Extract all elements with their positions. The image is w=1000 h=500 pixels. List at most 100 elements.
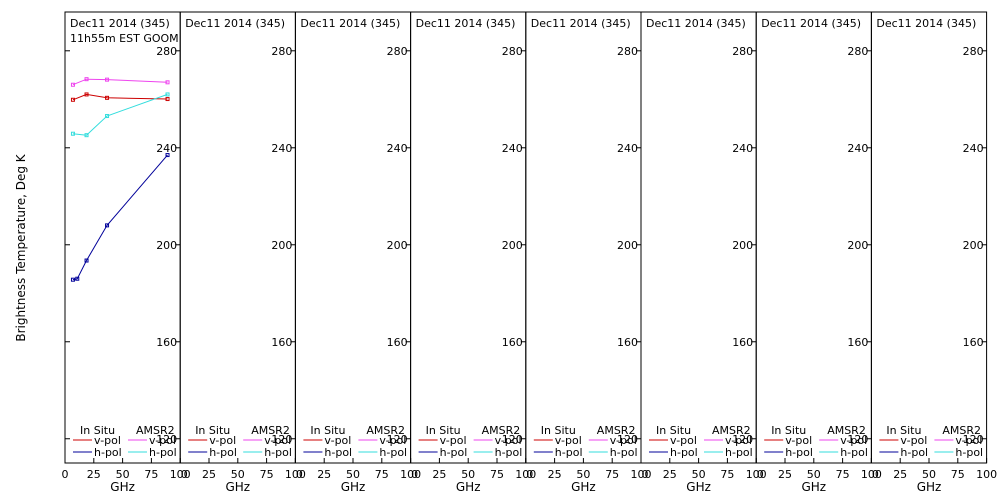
legend-insitu-header: In Situ	[80, 424, 115, 437]
x-tick-label: 75	[951, 468, 965, 481]
y-tick-label: 240	[502, 142, 523, 155]
x-tick-label: 50	[231, 468, 245, 481]
x-tick-label: 50	[807, 468, 821, 481]
x-tick-label: 25	[663, 468, 677, 481]
data-point	[84, 133, 89, 138]
y-axis-label: Brightness Temperature, Deg K	[14, 153, 28, 341]
data-point	[165, 153, 170, 158]
x-tick-label: 100	[631, 468, 652, 481]
legend-label-amsr2-v: v-pol	[725, 434, 752, 447]
x-axis-label: GHz	[110, 480, 135, 494]
panel-7: Dec11 2014 (345) 120 160 200 240 280 0 25 50 75 10…	[755, 11, 882, 494]
x-tick-label: 100	[400, 468, 421, 481]
y-tick-label: 200	[156, 239, 177, 252]
legend-insitu-header: In Situ	[195, 424, 230, 437]
data-point	[75, 276, 80, 281]
panel-frame	[410, 11, 527, 464]
legend-label-insitu-v: v-pol	[324, 434, 351, 447]
legend-insitu-header: In Situ	[771, 424, 806, 437]
panel-title: Dec11 2014 (345)	[185, 17, 285, 30]
series-insitu-v	[70, 92, 170, 102]
y-tick-label: 200	[732, 239, 753, 252]
x-tick-label: 75	[260, 468, 274, 481]
legend-label-insitu-h: h-pol	[94, 446, 122, 459]
y-tick-label: 240	[847, 142, 868, 155]
panel-title: Dec11 2014 (345)	[416, 17, 516, 30]
legend-label-amsr2-v: v-pol	[840, 434, 867, 447]
y-tick-label: 280	[502, 45, 523, 58]
y-tick-label: 160	[387, 336, 408, 349]
x-axis-label: GHz	[456, 480, 481, 494]
x-tick-label: 75	[144, 468, 158, 481]
legend-label-amsr2-h: h-pol	[149, 446, 177, 459]
x-tick-label: 50	[461, 468, 475, 481]
panel-frame	[294, 11, 412, 464]
panel-frame	[179, 11, 296, 464]
x-tick-label: 50	[576, 468, 590, 481]
panel-title: Dec11 2014 (345)	[646, 17, 746, 30]
y-tick-label: 240	[732, 142, 753, 155]
legend-label-insitu-v: v-pol	[440, 434, 467, 447]
legend-insitu-header: In Situ	[310, 424, 345, 437]
legend-label-insitu-v: v-pol	[555, 434, 582, 447]
legend-amsr2-header: AMSR2	[942, 424, 981, 437]
series-line	[72, 78, 168, 86]
x-tick-label: 50	[346, 468, 360, 481]
panel-1: Dec11 2014 (345) 11h55m EST GOOM 120 160 200…	[62, 11, 191, 494]
data-point	[105, 223, 110, 228]
x-tick-label: 50	[116, 468, 130, 481]
x-tick-label: 75	[605, 468, 619, 481]
x-tick-label: 25	[778, 468, 792, 481]
legend-amsr2-header: AMSR2	[482, 424, 521, 437]
y-tick-label: 280	[617, 45, 638, 58]
x-tick-label: 25	[548, 468, 562, 481]
panel-5: Dec11 2014 (345) 120 160 200 240 280 0 25 50 75 10…	[525, 11, 652, 494]
x-tick-label: 75	[490, 468, 504, 481]
legend-label-insitu-h: h-pol	[209, 446, 237, 459]
data-point	[105, 77, 110, 82]
x-axis-label: GHz	[801, 480, 826, 494]
y-tick-label: 200	[847, 239, 868, 252]
x-tick-label: 0	[757, 468, 764, 481]
legend-label-amsr2-h: h-pol	[495, 446, 523, 459]
y-tick-label: 200	[617, 239, 638, 252]
legend-label-amsr2-v: v-pol	[149, 434, 176, 447]
legend-label-insitu-h: h-pol	[324, 446, 352, 459]
x-tick-label: 75	[836, 468, 850, 481]
data-point	[70, 97, 75, 102]
y-tick-label: 240	[963, 142, 984, 155]
legend-label-insitu-h: h-pol	[900, 446, 928, 459]
y-tick-label: 120	[617, 433, 638, 446]
x-axis-label: GHz	[341, 480, 366, 494]
x-tick-label: 0	[411, 468, 418, 481]
panel-title: Dec11 2014 (345)	[300, 17, 400, 30]
x-tick-label: 100	[515, 468, 536, 481]
legend-label-amsr2-v: v-pol	[495, 434, 522, 447]
y-tick-label: 280	[963, 45, 984, 58]
x-axis-label: GHz	[686, 480, 711, 494]
x-tick-label: 100	[861, 468, 882, 481]
panel-title: Dec11 2014 (345)	[876, 17, 976, 30]
x-axis-label: GHz	[571, 480, 596, 494]
data-point	[70, 131, 75, 136]
x-tick-label: 0	[872, 468, 879, 481]
panel-2: Dec11 2014 (345) 120 160 200 240 280 0 25 50 75 10…	[179, 11, 306, 494]
series-amsr2-v	[70, 77, 170, 87]
x-tick-label: 75	[720, 468, 734, 481]
data-point	[70, 82, 75, 87]
legend-label-insitu-h: h-pol	[440, 446, 468, 459]
x-tick-label: 0	[296, 468, 303, 481]
legend-label-insitu-h: h-pol	[555, 446, 583, 459]
legend-label-amsr2-h: h-pol	[379, 446, 407, 459]
y-tick-label: 240	[617, 142, 638, 155]
x-tick-label: 0	[62, 468, 69, 481]
legend-label-insitu-v: v-pol	[94, 434, 121, 447]
panel-frame	[64, 11, 181, 464]
legend-insitu-header: In Situ	[541, 424, 576, 437]
y-tick-label: 160	[271, 336, 292, 349]
